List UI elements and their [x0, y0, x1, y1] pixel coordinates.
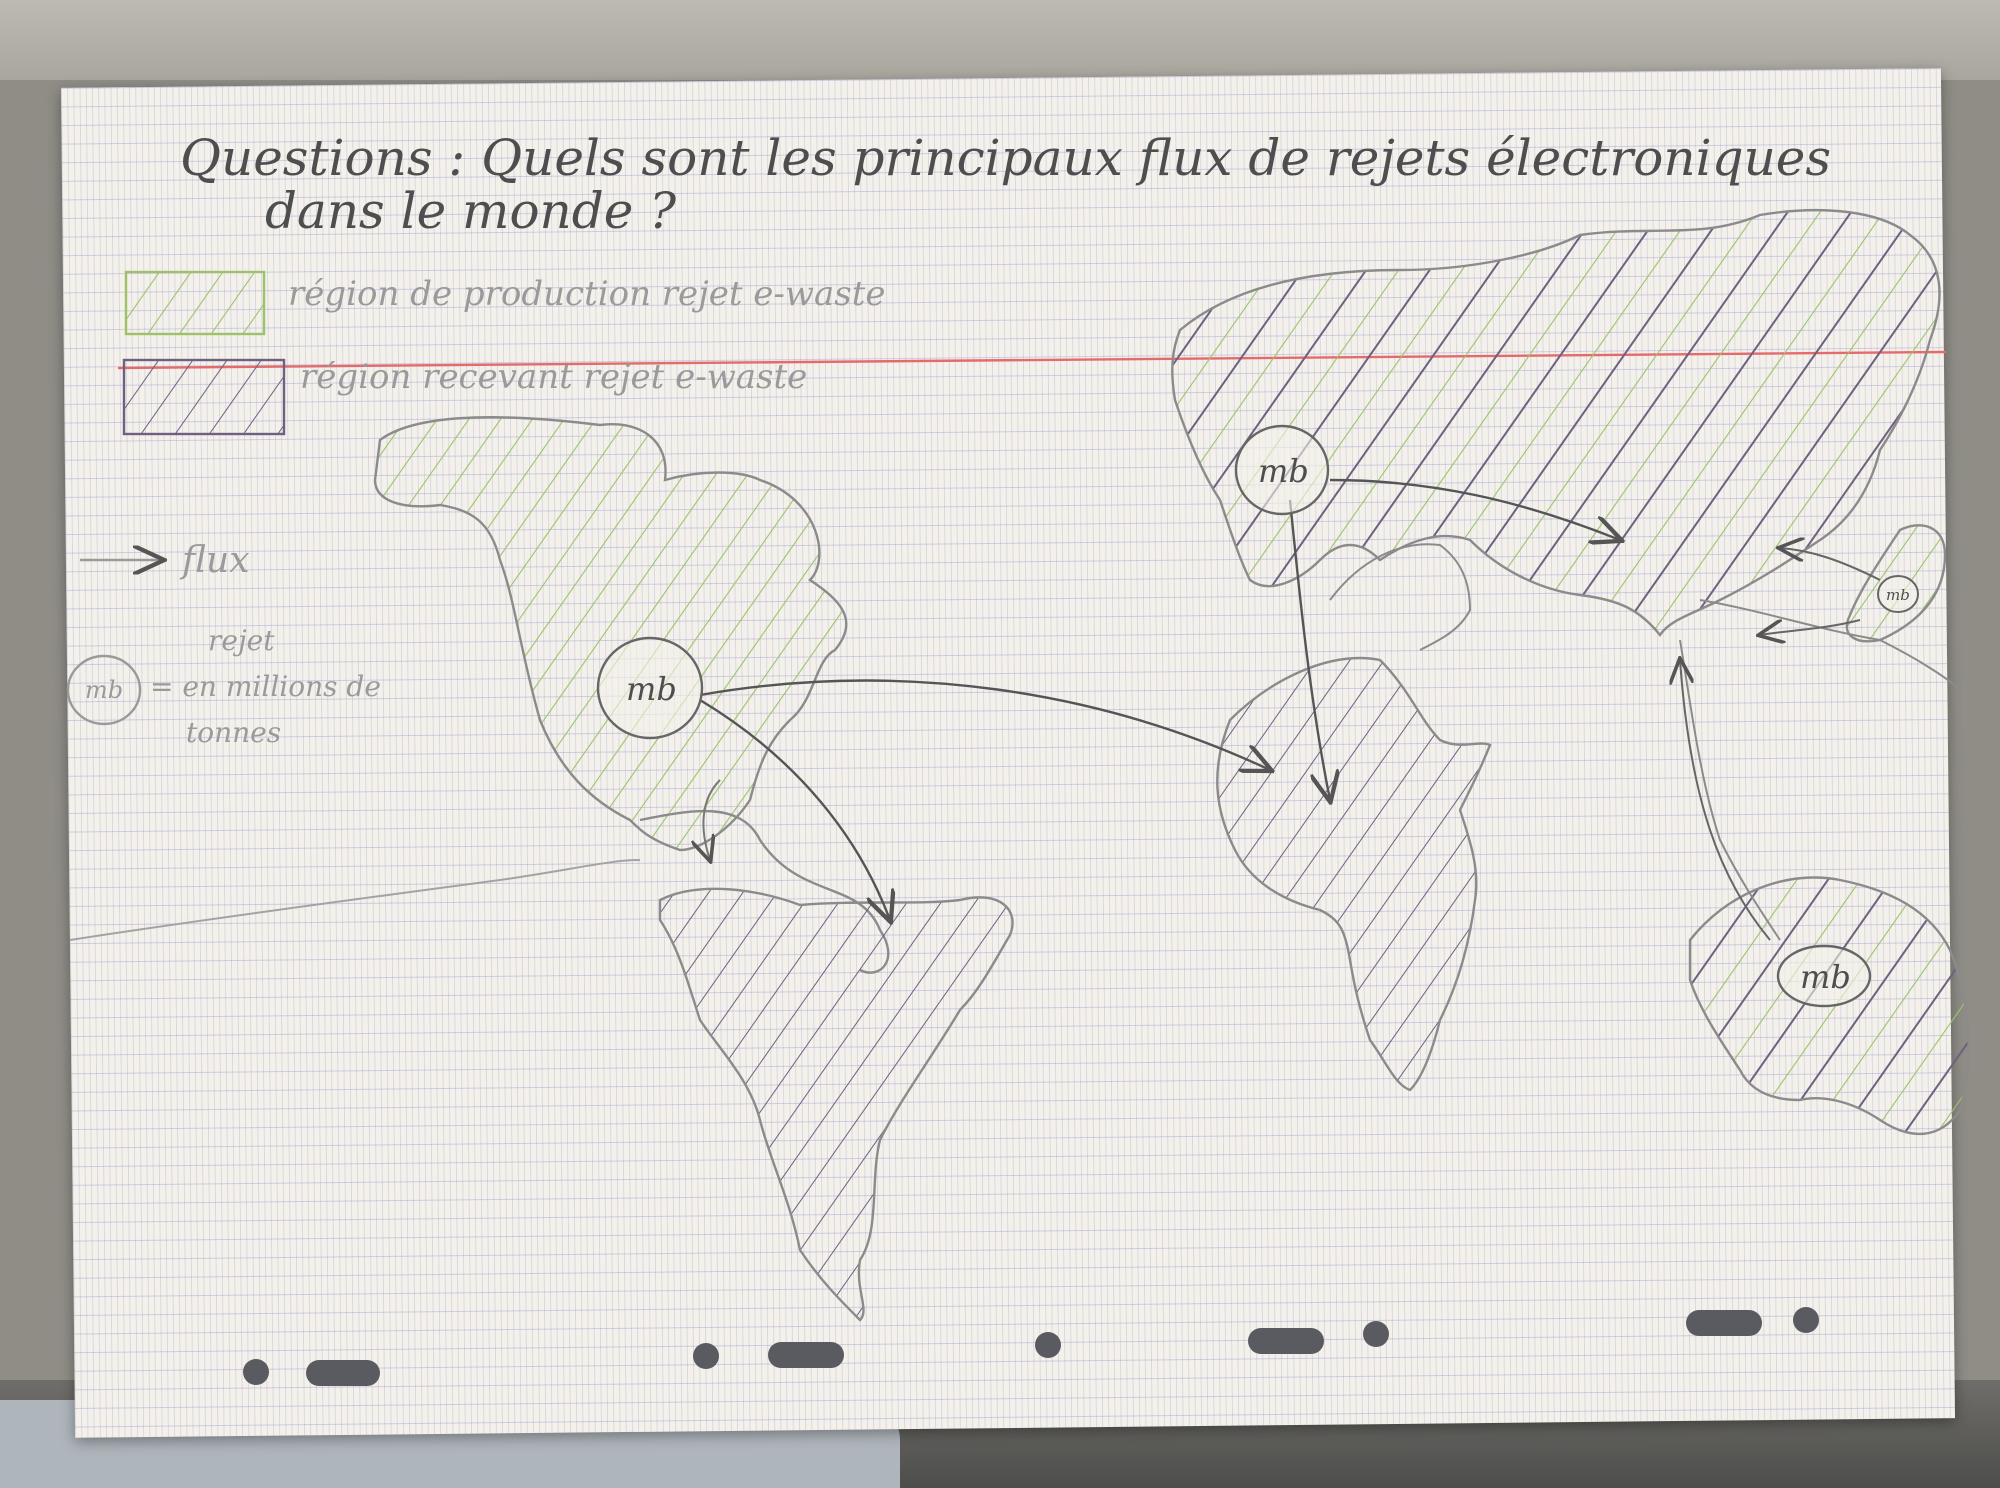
legend-production-label: région de production rejet e-waste [288, 274, 886, 314]
flow-arrow-japan-to-asia [1780, 548, 1881, 581]
legend-marker-definition-1: rejet [208, 624, 275, 657]
flow-arrow-europe-to-africa [1288, 499, 1330, 800]
marker-label-north-america: mb [626, 670, 677, 708]
marker-label-europe: mb [1258, 452, 1309, 490]
marker-circle-australia [1776, 944, 1872, 1008]
eurasia-shape [1171, 208, 1941, 638]
flow-arrow-america-to-africa [699, 679, 1270, 770]
southeast-asia-line [1679, 639, 1781, 941]
marker-label-australia: mb [1800, 958, 1851, 996]
north-america-shape [373, 416, 848, 852]
question-line-2: dans le monde ? [265, 182, 677, 240]
legend-marker-definition-2: = en millions de [150, 670, 381, 703]
desk-background-top [0, 0, 2000, 80]
flow-arrow-america-to-south-america [699, 698, 890, 920]
flow-arrow-america-local [703, 779, 721, 860]
marker-circle-japan [1877, 575, 1919, 613]
question-line-1: Questions : Quels sont les principaux fl… [180, 129, 1831, 187]
legend-production-swatch [124, 270, 266, 336]
marker-circle-north-america [596, 636, 704, 740]
flow-arrow-europe-to-asia [1329, 478, 1620, 540]
legend-receiving-label: région recevant rejet e-waste [300, 357, 807, 397]
legend-marker-definition-3: tonnes [186, 716, 281, 749]
legend-flux-label: flux [179, 540, 250, 581]
flow-arrow-australia-to-asia [1680, 660, 1771, 941]
legend-marker-label: mb [85, 676, 123, 704]
legend-marker-circle [66, 654, 142, 726]
binder-holes [243, 1307, 1819, 1386]
africa-shape [1216, 656, 1492, 1092]
middle-east-shape [1329, 543, 1472, 651]
marker-circle-europe [1234, 424, 1330, 516]
legend-receiving-swatch [122, 358, 286, 436]
asia-coast-line [1699, 599, 1961, 691]
south-america-shape [658, 887, 1014, 1322]
pacific-line [69, 859, 641, 941]
marker-label-japan: mb [1886, 586, 1910, 604]
flow-arrow-japan-to-china [1760, 619, 1861, 635]
